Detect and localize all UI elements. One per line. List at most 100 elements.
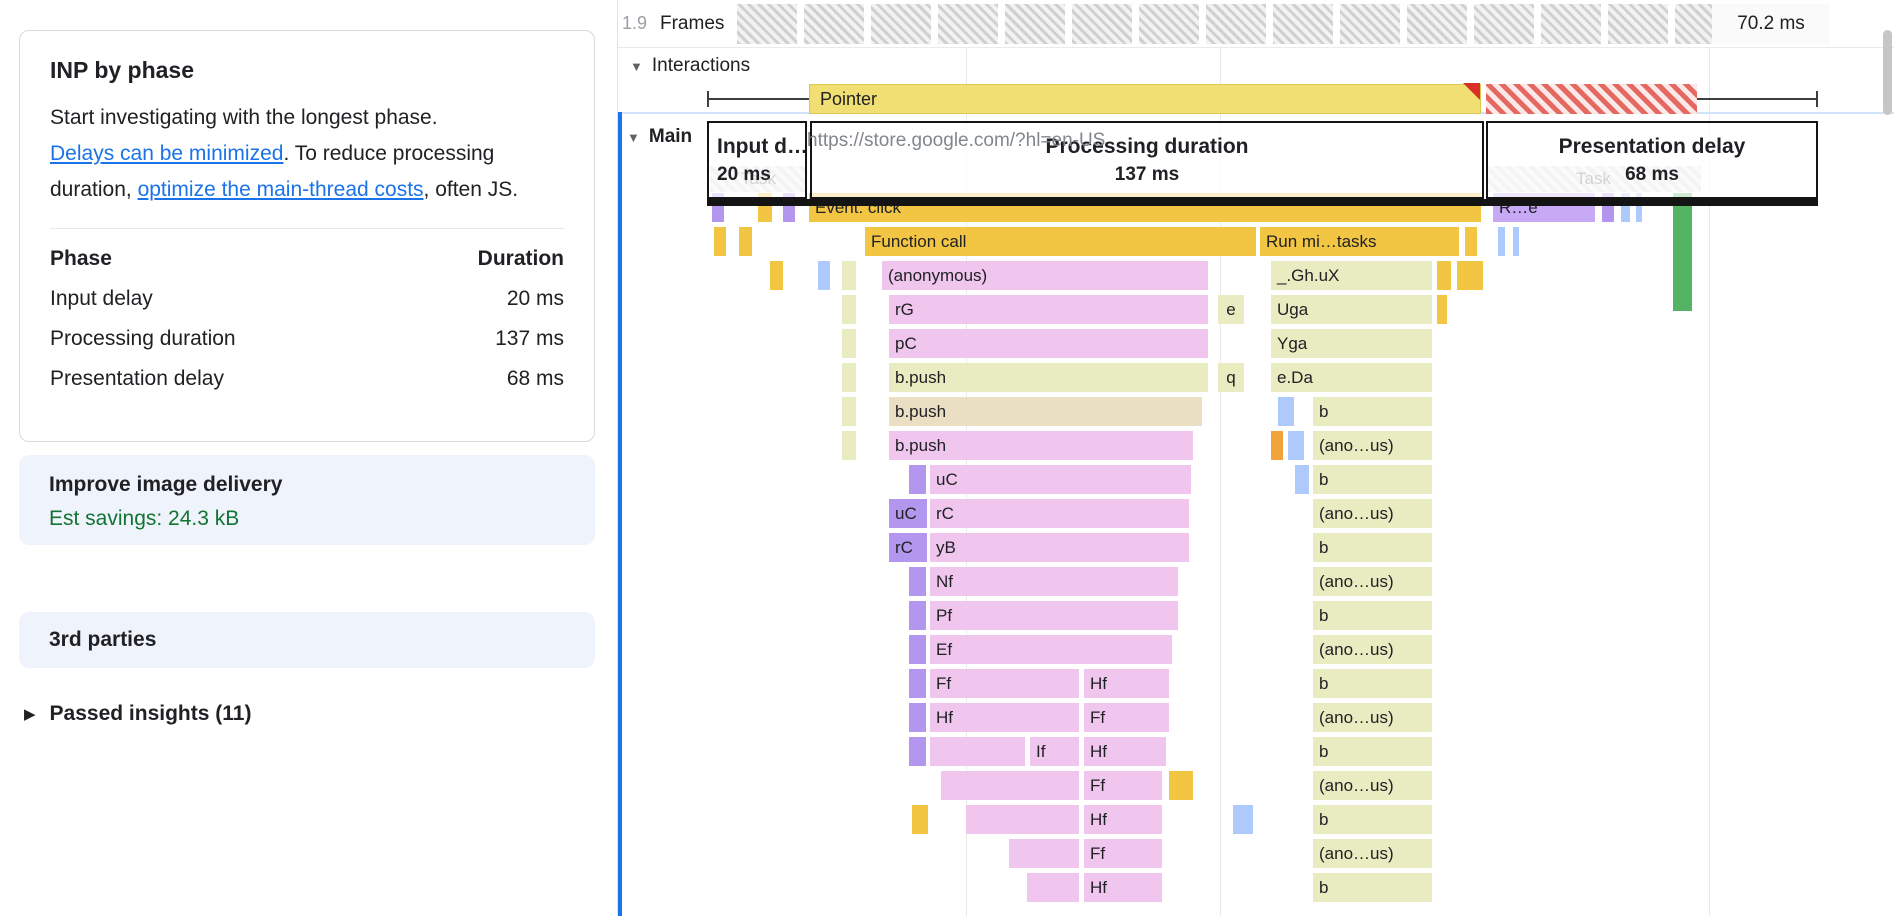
flame-bar[interactable]: rG bbox=[889, 295, 1208, 324]
flame-bar[interactable]: b bbox=[1313, 737, 1432, 766]
flame-bar[interactable]: Hf bbox=[1084, 805, 1162, 834]
flame-bar[interactable] bbox=[739, 227, 752, 256]
flame-bar[interactable] bbox=[1513, 227, 1519, 256]
flame-bar[interactable]: Hf bbox=[1084, 737, 1166, 766]
flame-bar-label: yB bbox=[936, 537, 956, 557]
flame-bar[interactable] bbox=[1636, 193, 1642, 222]
flame-bar[interactable] bbox=[842, 261, 856, 290]
flame-bar[interactable]: Yga bbox=[1271, 329, 1432, 358]
flame-bar[interactable]: b.push bbox=[889, 431, 1193, 460]
interactions-track-toggle[interactable]: ▼ Interactions bbox=[630, 55, 750, 77]
flame-bar[interactable] bbox=[1295, 465, 1309, 494]
flame-bar[interactable] bbox=[909, 601, 926, 630]
flame-bar[interactable] bbox=[1437, 295, 1447, 324]
flame-bar[interactable]: e.Da bbox=[1271, 363, 1432, 392]
optimize-main-thread-link[interactable]: optimize the main-thread costs bbox=[137, 178, 424, 201]
flame-bar[interactable]: uC bbox=[930, 465, 1191, 494]
flame-bar[interactable]: (ano…us) bbox=[1313, 567, 1432, 596]
flame-bar[interactable] bbox=[1271, 431, 1283, 460]
flame-bar[interactable]: (ano…us) bbox=[1313, 431, 1432, 460]
estimated-savings: Est savings: 24.3 kB bbox=[49, 507, 240, 530]
flame-bar[interactable]: e bbox=[1218, 295, 1244, 324]
flame-bar[interactable]: (ano…us) bbox=[1313, 703, 1432, 732]
flame-bar[interactable]: Function call bbox=[865, 227, 1256, 256]
flame-bar[interactable] bbox=[842, 329, 856, 358]
flame-bar[interactable]: If bbox=[1030, 737, 1079, 766]
flame-bar-label: Ff bbox=[1090, 775, 1106, 795]
flame-bar[interactable]: (ano…us) bbox=[1313, 499, 1432, 528]
flame-bar[interactable]: yB bbox=[930, 533, 1189, 562]
flame-bar[interactable]: (ano…us) bbox=[1313, 635, 1432, 664]
vertical-scrollbar-thumb[interactable] bbox=[1883, 30, 1892, 115]
flame-bar[interactable]: (ano…us) bbox=[1313, 771, 1432, 800]
flame-bar[interactable] bbox=[1465, 227, 1477, 256]
flame-bar[interactable]: b bbox=[1313, 669, 1432, 698]
flame-bar[interactable]: Hf bbox=[930, 703, 1079, 732]
flame-bar[interactable]: b bbox=[1313, 873, 1432, 902]
flame-bar[interactable]: (anonymous) bbox=[882, 261, 1208, 290]
flame-bar[interactable] bbox=[909, 465, 926, 494]
passed-insights-toggle[interactable]: ▶ Passed insights (11) bbox=[24, 702, 251, 726]
flame-bar[interactable] bbox=[909, 669, 926, 698]
flame-bar[interactable] bbox=[909, 567, 926, 596]
flame-bar[interactable]: uC bbox=[889, 499, 927, 528]
flame-bar[interactable] bbox=[1457, 261, 1483, 290]
flame-bar[interactable] bbox=[842, 295, 856, 324]
flame-bar[interactable]: b bbox=[1313, 533, 1432, 562]
flame-bar[interactable] bbox=[842, 363, 856, 392]
flame-bar[interactable]: Nf bbox=[930, 567, 1178, 596]
flame-bar[interactable] bbox=[1233, 805, 1253, 834]
flame-bar[interactable] bbox=[1027, 873, 1079, 902]
flame-bar[interactable]: b bbox=[1313, 805, 1432, 834]
flame-bar[interactable]: Hf bbox=[1084, 873, 1162, 902]
flame-bar[interactable]: Ff bbox=[930, 669, 1079, 698]
flame-bar[interactable]: b bbox=[1313, 465, 1432, 494]
flame-bar[interactable]: pC bbox=[889, 329, 1208, 358]
flame-bar[interactable] bbox=[1009, 839, 1079, 868]
flame-bar[interactable]: Hf bbox=[1084, 669, 1169, 698]
flame-bar[interactable]: rC bbox=[930, 499, 1189, 528]
flame-bar[interactable] bbox=[770, 261, 783, 290]
flame-bar[interactable] bbox=[941, 771, 1079, 800]
flame-bar[interactable] bbox=[842, 431, 856, 460]
main-track-toggle[interactable]: ▼ Main bbox=[627, 126, 692, 148]
flame-bar[interactable] bbox=[842, 397, 856, 426]
flame-bar[interactable] bbox=[1621, 193, 1630, 222]
flame-bar[interactable]: Ff bbox=[1084, 771, 1162, 800]
flame-bar[interactable]: q bbox=[1218, 363, 1244, 392]
flame-bar[interactable] bbox=[912, 805, 928, 834]
frames-track-band[interactable] bbox=[737, 4, 1822, 44]
flame-bar[interactable]: _.Gh.uX bbox=[1271, 261, 1432, 290]
flame-bar[interactable] bbox=[909, 703, 926, 732]
flame-bar[interactable]: (ano…us) bbox=[1313, 839, 1432, 868]
flame-bar[interactable] bbox=[1288, 431, 1304, 460]
flame-bar[interactable]: b bbox=[1313, 397, 1432, 426]
delays-minimized-link[interactable]: Delays can be minimized bbox=[50, 142, 284, 165]
pointer-interaction-bar[interactable]: Pointer bbox=[809, 84, 1481, 114]
flame-bar[interactable] bbox=[909, 635, 926, 664]
flame-bar[interactable] bbox=[1169, 771, 1193, 800]
flame-bar[interactable]: Ff bbox=[1084, 839, 1162, 868]
flame-bar[interactable]: Pf bbox=[930, 601, 1178, 630]
flame-bar[interactable] bbox=[930, 737, 1025, 766]
flame-bar[interactable] bbox=[714, 227, 726, 256]
presentation-delay-striped-bar[interactable] bbox=[1486, 84, 1697, 114]
flame-bar[interactable] bbox=[1673, 193, 1692, 311]
third-parties-card[interactable]: 3rd parties bbox=[19, 612, 595, 668]
flame-bar[interactable] bbox=[966, 805, 1079, 834]
flame-bar[interactable]: b.push bbox=[889, 363, 1208, 392]
flame-bar[interactable]: Uga bbox=[1271, 295, 1432, 324]
improve-image-delivery-card[interactable]: Improve image delivery Est savings: 24.3… bbox=[19, 455, 595, 545]
flame-bar-label: b bbox=[1319, 401, 1329, 421]
flame-bar[interactable] bbox=[909, 737, 926, 766]
flame-bar[interactable]: Run mi…tasks bbox=[1260, 227, 1459, 256]
flame-bar[interactable] bbox=[1437, 261, 1451, 290]
flame-bar[interactable] bbox=[818, 261, 830, 290]
flame-bar[interactable]: rC bbox=[889, 533, 927, 562]
flame-bar[interactable] bbox=[1278, 397, 1294, 426]
flame-bar[interactable] bbox=[1498, 227, 1505, 256]
flame-bar[interactable]: Ef bbox=[930, 635, 1172, 664]
flame-bar[interactable]: Ff bbox=[1084, 703, 1169, 732]
flame-bar[interactable]: b bbox=[1313, 601, 1432, 630]
flame-bar[interactable]: b.push bbox=[889, 397, 1202, 426]
